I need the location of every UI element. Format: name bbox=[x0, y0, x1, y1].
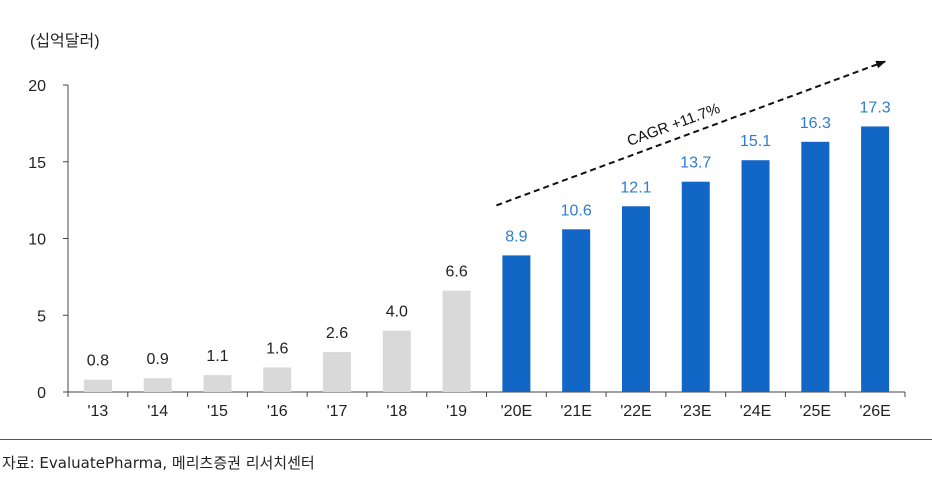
value-label: 4.0 bbox=[386, 304, 408, 321]
value-label: 17.3 bbox=[860, 99, 891, 116]
bar-18 bbox=[382, 330, 411, 392]
bar-23E bbox=[681, 181, 710, 392]
x-axis: '13 '14 '15 '16 '17 '18 '19 '20E '21E '22E '23E '24… bbox=[67, 391, 906, 420]
x-tick-label: '17 bbox=[327, 403, 348, 420]
x-tick-label: '19 bbox=[446, 403, 467, 420]
value-label: 1.1 bbox=[206, 348, 228, 365]
bar-chart: (십억달러) 0 5 10 15 20 '13 '14 '15 '16 '17 '18 '19 '20… bbox=[28, 32, 906, 420]
x-tick-label: '15 bbox=[207, 403, 228, 420]
y-tick-label: 15 bbox=[28, 155, 46, 172]
value-label: 6.6 bbox=[445, 264, 467, 281]
bar-16 bbox=[263, 367, 292, 392]
value-label: 2.6 bbox=[326, 325, 348, 342]
value-label: 10.6 bbox=[561, 202, 592, 219]
x-tick-label: '13 bbox=[87, 403, 108, 420]
y-tick-label: 0 bbox=[37, 385, 46, 402]
value-label: 0.8 bbox=[87, 353, 109, 370]
x-tick-label: '21E bbox=[560, 403, 592, 420]
bar-13 bbox=[83, 379, 112, 392]
y-tick-label: 10 bbox=[28, 232, 46, 249]
bar-24E bbox=[741, 160, 770, 392]
bar-20E bbox=[502, 255, 531, 392]
cagr-label: CAGR +11.7% bbox=[625, 100, 723, 150]
value-label: 16.3 bbox=[800, 115, 831, 132]
x-tick-label: '20E bbox=[501, 403, 533, 420]
value-label: 12.1 bbox=[620, 179, 651, 196]
x-tick-label: '24E bbox=[740, 403, 772, 420]
bar-19 bbox=[442, 290, 471, 392]
bar-15 bbox=[203, 375, 232, 392]
y-tick-label: 20 bbox=[28, 78, 46, 95]
x-tick-label: '14 bbox=[147, 403, 168, 420]
value-label: 0.9 bbox=[147, 351, 169, 368]
x-tick-label: '25E bbox=[800, 403, 832, 420]
bar-17 bbox=[323, 352, 352, 392]
bar-14 bbox=[143, 378, 172, 392]
y-tick-label: 5 bbox=[37, 308, 46, 325]
value-label: 8.9 bbox=[505, 228, 527, 245]
unit-label: (십억달러) bbox=[30, 32, 100, 50]
bar-25E bbox=[801, 141, 830, 392]
value-label: 1.6 bbox=[266, 340, 288, 357]
source-note: 자료: EvaluatePharma, 메리츠증권 리서치센터 bbox=[2, 454, 315, 472]
x-tick-label: '18 bbox=[386, 403, 407, 420]
x-tick-label: '16 bbox=[267, 403, 288, 420]
bar-26E bbox=[861, 126, 890, 392]
y-axis: 0 5 10 15 20 bbox=[28, 78, 69, 402]
x-tick-label: '26E bbox=[859, 403, 891, 420]
bar-21E bbox=[562, 229, 591, 392]
value-labels: 0.8 0.9 1.1 1.6 2.6 4.0 6.6 8.9 10.6 12.1 13.7 15.1… bbox=[87, 99, 891, 369]
value-label: 13.7 bbox=[680, 155, 711, 172]
bar-22E bbox=[621, 206, 650, 392]
value-label: 15.1 bbox=[740, 133, 771, 150]
source-divider bbox=[0, 439, 932, 440]
x-tick-label: '22E bbox=[620, 403, 652, 420]
bars bbox=[83, 126, 890, 392]
x-tick-label: '23E bbox=[680, 403, 712, 420]
cagr-arrow bbox=[496, 60, 887, 207]
